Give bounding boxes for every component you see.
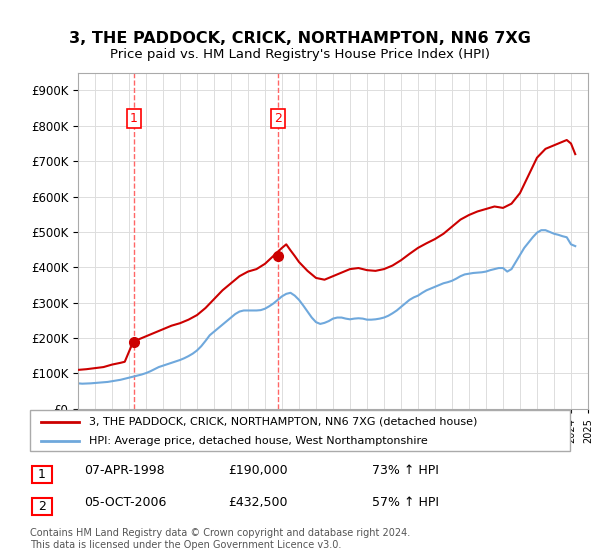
FancyBboxPatch shape — [32, 498, 52, 515]
Text: £190,000: £190,000 — [228, 464, 287, 478]
Text: 05-OCT-2006: 05-OCT-2006 — [84, 496, 166, 510]
Text: Contains HM Land Registry data © Crown copyright and database right 2024.
This d: Contains HM Land Registry data © Crown c… — [30, 528, 410, 550]
Text: 2: 2 — [274, 112, 281, 125]
Text: Price paid vs. HM Land Registry's House Price Index (HPI): Price paid vs. HM Land Registry's House … — [110, 48, 490, 60]
Text: 3, THE PADDOCK, CRICK, NORTHAMPTON, NN6 7XG (detached house): 3, THE PADDOCK, CRICK, NORTHAMPTON, NN6 … — [89, 417, 478, 427]
FancyBboxPatch shape — [32, 466, 52, 483]
Text: HPI: Average price, detached house, West Northamptonshire: HPI: Average price, detached house, West… — [89, 436, 428, 446]
Text: £432,500: £432,500 — [228, 496, 287, 510]
Text: 73% ↑ HPI: 73% ↑ HPI — [372, 464, 439, 478]
Text: 3, THE PADDOCK, CRICK, NORTHAMPTON, NN6 7XG: 3, THE PADDOCK, CRICK, NORTHAMPTON, NN6 … — [69, 31, 531, 46]
Text: 2: 2 — [38, 500, 46, 513]
FancyBboxPatch shape — [30, 410, 570, 451]
Text: 07-APR-1998: 07-APR-1998 — [84, 464, 164, 478]
Text: 1: 1 — [130, 112, 137, 125]
Text: 57% ↑ HPI: 57% ↑ HPI — [372, 496, 439, 510]
Text: 1: 1 — [38, 468, 46, 481]
